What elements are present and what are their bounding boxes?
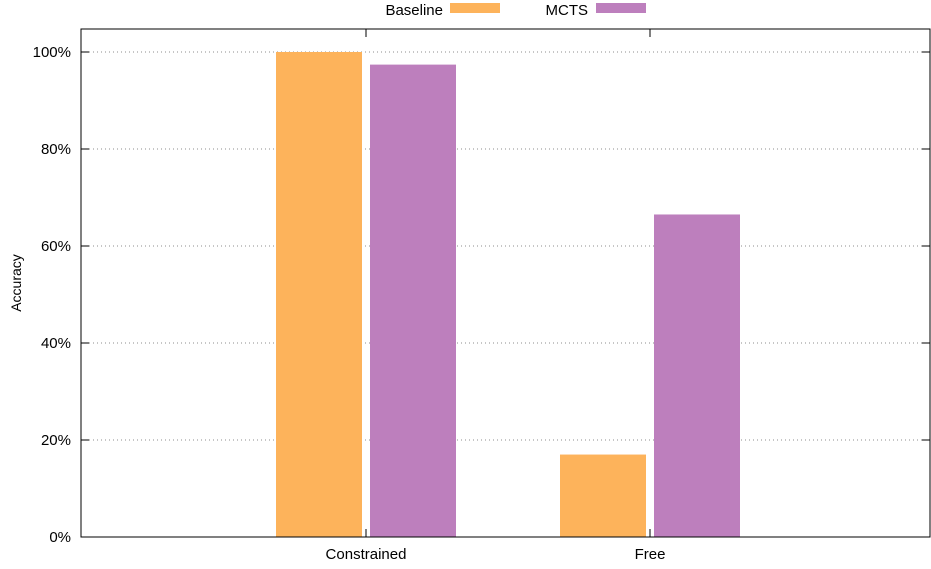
legend-swatch-baseline: [450, 3, 500, 13]
legend-label-baseline: Baseline: [385, 2, 443, 19]
bars: [276, 52, 740, 538]
y-axis-label: Accuracy: [8, 254, 24, 312]
y-tick-label: 100%: [33, 44, 71, 61]
x-axis-ticks: Constrained Free: [326, 29, 666, 563]
y-tick-label: 40%: [41, 335, 71, 352]
y-tick-label: 20%: [41, 432, 71, 449]
y-axis-ticks: 0% 20% 40% 60% 80% 100%: [33, 44, 930, 546]
x-tick-label: Free: [635, 546, 666, 563]
bar-mcts-constrained: [370, 64, 456, 538]
plot-frame: [80, 28, 931, 538]
legend: Baseline MCTS: [385, 2, 646, 19]
grid-lines: [81, 51, 930, 441]
bar-mcts-free: [654, 214, 740, 537]
x-tick-label: Constrained: [326, 546, 407, 563]
y-tick-label: 0%: [49, 529, 71, 546]
bar-baseline-constrained: [276, 52, 362, 537]
legend-swatch-mcts: [596, 3, 646, 13]
y-tick-label: 60%: [41, 238, 71, 255]
y-tick-label: 80%: [41, 141, 71, 158]
legend-label-mcts: MCTS: [546, 2, 589, 19]
bar-baseline-free: [560, 454, 646, 537]
